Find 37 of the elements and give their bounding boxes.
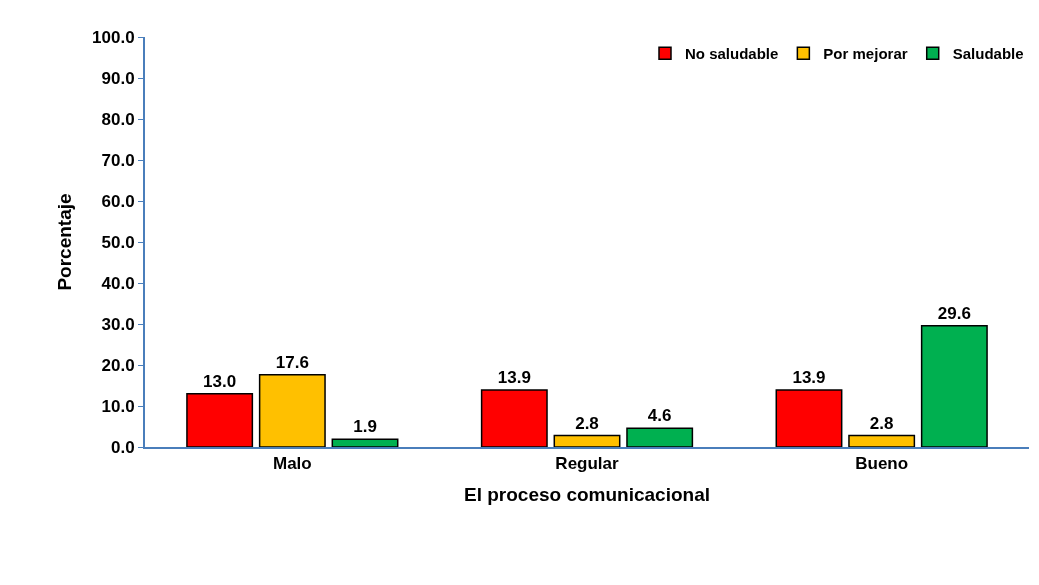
bar [775, 389, 843, 447]
x-tick-label: Regular [555, 454, 620, 474]
x-tick-label: Malo [272, 454, 312, 474]
bar [920, 324, 988, 447]
data-label: 2.8 [575, 413, 599, 433]
data-label: 13.9 [792, 368, 826, 388]
y-tick-label: 70.0 [101, 150, 135, 170]
y-tick-label: 80.0 [101, 109, 135, 129]
bar [331, 438, 399, 447]
x-tick-label: Bueno [855, 454, 909, 474]
y-tick-label: 40.0 [101, 273, 135, 293]
y-tick-label: 50.0 [101, 232, 135, 252]
y-tick-label: 90.0 [101, 68, 135, 88]
y-tick-label: 10.0 [101, 396, 135, 416]
bar [553, 434, 621, 447]
y-tick-label: 30.0 [101, 314, 135, 334]
bar [186, 392, 254, 447]
bar [258, 374, 326, 447]
legend-label: Saludable [952, 45, 1024, 63]
data-label: 13.0 [203, 371, 237, 391]
data-label: 2.8 [869, 413, 894, 433]
legend-label: Por mejorar [823, 45, 908, 63]
y-tick-label: 0.0 [110, 437, 135, 457]
bar [480, 389, 548, 447]
y-tick-label: 20.0 [101, 355, 135, 375]
bar [848, 434, 916, 447]
data-label: 4.6 [647, 406, 672, 426]
legend-label: No saludable [685, 45, 779, 63]
y-axis-title: Porcentaje [54, 193, 76, 291]
data-label: 13.9 [497, 368, 531, 388]
data-label: 29.6 [937, 303, 971, 323]
data-label: 1.9 [353, 417, 377, 437]
x-axis-title: El proceso comunicacional [463, 483, 711, 505]
data-label: 17.6 [275, 352, 309, 372]
y-tick-label: 100.0 [92, 27, 135, 47]
y-tick-label: 60.0 [101, 191, 135, 211]
bar [626, 427, 694, 447]
